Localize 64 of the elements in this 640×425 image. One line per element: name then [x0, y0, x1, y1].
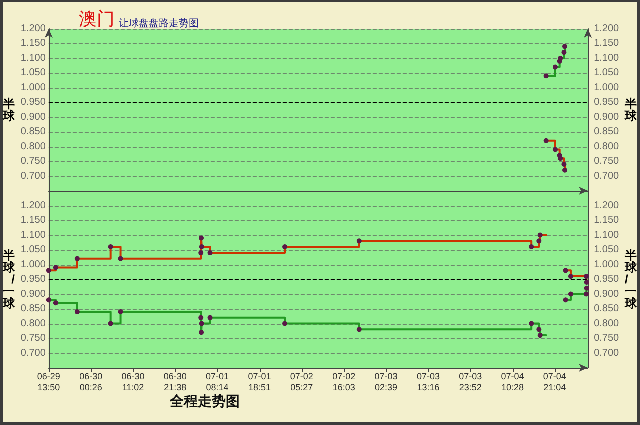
y-axis-title: 半球/一球: [2, 248, 16, 310]
x-tick-label: 07-02 05:27: [290, 372, 314, 392]
y2-tick-label: 0.900: [594, 288, 620, 300]
x-tick-label: 07-02 16:03: [332, 372, 356, 392]
chart-subtitle: 让球盘盘路走势图: [119, 18, 199, 30]
y-tick-label: 0.750: [20, 156, 46, 168]
y-tick-label: 0.900: [20, 112, 46, 123]
y2-tick-label: 0.950: [594, 97, 620, 108]
y2-tick-label: 0.700: [594, 170, 620, 182]
y-tick-label: 1.150: [20, 38, 46, 50]
y-tick-label: 0.950: [20, 97, 46, 108]
x-tick-label: 07-01 08:14: [206, 372, 230, 392]
y-tick-label: 1.200: [20, 200, 46, 212]
y-tick-label: 0.700: [20, 170, 46, 182]
y2-tick-label: 1.150: [594, 38, 620, 50]
y2-tick-label: 0.750: [594, 333, 620, 344]
x-tick-label: 06-30 00:26: [80, 372, 103, 392]
x-tick-label: 06-30 21:38: [164, 372, 187, 392]
y2-tick-label: 1.000: [594, 259, 620, 270]
y-tick-label: 1.050: [20, 244, 46, 256]
y2-tick-label: 1.050: [594, 68, 620, 79]
y-axis-title: 半球: [2, 97, 16, 123]
x-axis-title: 全程走势图: [169, 393, 240, 409]
y-tick-label: 0.950: [20, 274, 46, 285]
x-tick-label: 07-04 10:28: [501, 372, 524, 392]
y-tick-label: 0.850: [20, 126, 46, 138]
y2-tick-label: 1.000: [594, 82, 620, 94]
y-tick-label: 1.200: [20, 24, 46, 34]
y2-axis-title: 半球: [624, 97, 638, 123]
y2-tick-label: 0.700: [594, 348, 620, 359]
chart-title: 澳门: [79, 9, 115, 29]
y-tick-label: 1.100: [20, 230, 46, 241]
y-tick-label: 0.700: [20, 348, 46, 359]
y2-tick-label: 1.200: [594, 24, 620, 34]
y2-tick-label: 0.850: [594, 304, 620, 314]
y2-tick-label: 0.750: [594, 156, 620, 168]
y-tick-label: 0.900: [20, 288, 46, 300]
x-tick-label: 07-04 21:04: [543, 372, 566, 392]
y-tick-label: 1.050: [20, 68, 46, 79]
y-tick-label: 1.000: [20, 82, 46, 94]
x-tick-label: 07-03 02:39: [374, 372, 398, 392]
y2-tick-label: 1.150: [594, 215, 620, 226]
x-tick-label: 07-03 13:16: [416, 372, 440, 392]
y-tick-label: 0.850: [20, 304, 46, 314]
x-tick-label: 06-30 11:02: [122, 372, 145, 392]
y2-tick-label: 0.900: [594, 112, 620, 123]
y-tick-label: 1.150: [20, 215, 46, 226]
x-tick-label: 07-03 23:52: [459, 372, 482, 392]
x-tick-label: 06-29 13:50: [37, 372, 60, 392]
y-tick-label: 0.800: [20, 318, 46, 330]
y2-tick-label: 0.800: [594, 318, 620, 330]
y2-tick-label: 0.950: [594, 274, 620, 285]
y-tick-label: 1.000: [20, 259, 46, 270]
y-tick-label: 1.100: [20, 52, 46, 64]
y2-tick-label: 1.050: [594, 244, 620, 256]
y2-tick-label: 0.800: [594, 141, 620, 152]
x-tick-label: 07-01 18:51: [248, 372, 272, 392]
y2-tick-label: 0.850: [594, 126, 620, 138]
y-tick-label: 0.800: [20, 141, 46, 152]
y2-axis-title: 半球/一球: [624, 248, 638, 310]
y-tick-label: 0.750: [20, 333, 46, 344]
y2-tick-label: 1.100: [594, 52, 620, 64]
y2-tick-label: 1.100: [594, 230, 620, 241]
y2-tick-label: 1.200: [594, 200, 620, 212]
